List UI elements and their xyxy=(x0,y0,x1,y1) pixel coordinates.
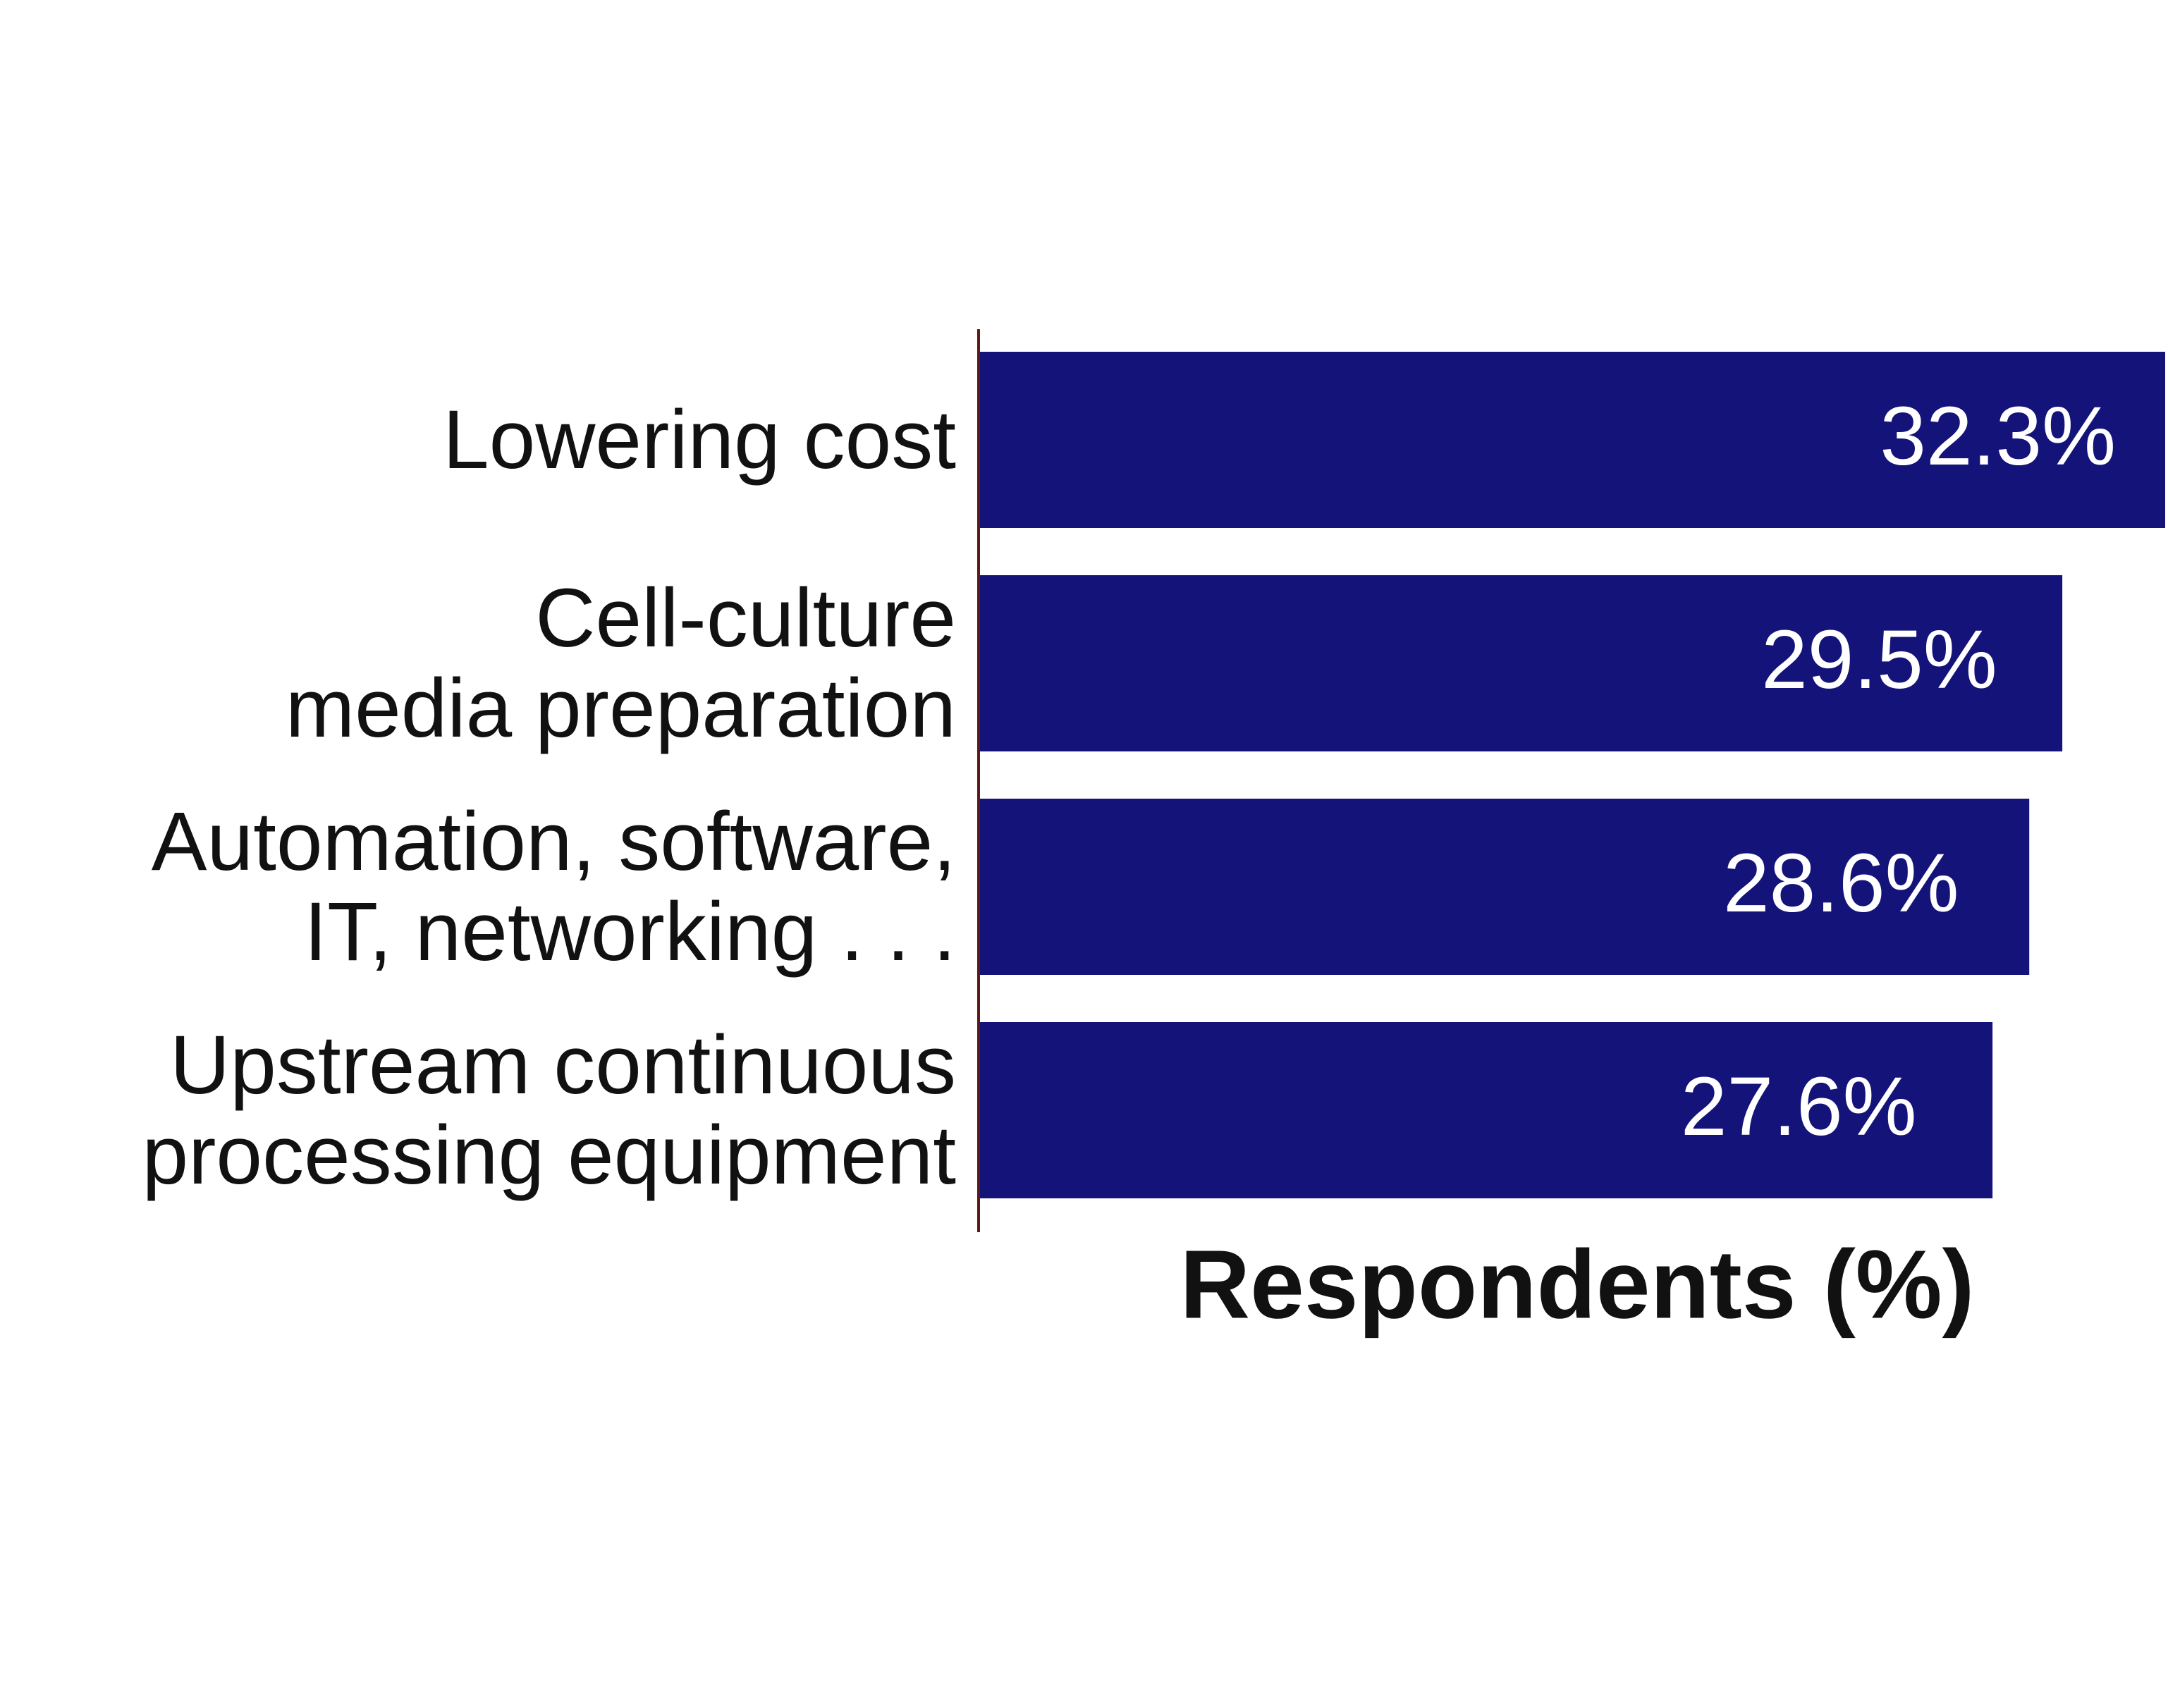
value-label: 27.6% xyxy=(1681,1060,1917,1153)
category-label: Automation, software, IT, networking . .… xyxy=(151,795,956,978)
bar xyxy=(980,799,2030,975)
x-axis-title: Respondents (%) xyxy=(1180,1230,1974,1339)
category-label: Upstream continuous processing equipment xyxy=(142,1019,956,1202)
bar xyxy=(980,352,2165,528)
bar xyxy=(980,575,2063,751)
bar xyxy=(980,1022,1993,1198)
value-label: 32.3% xyxy=(1880,390,2116,483)
value-label: 29.5% xyxy=(1761,613,1997,706)
category-label: Lowering cost xyxy=(442,393,956,486)
category-label: Cell-culture media preparation xyxy=(285,572,956,755)
value-label: 28.6% xyxy=(1723,837,1959,930)
